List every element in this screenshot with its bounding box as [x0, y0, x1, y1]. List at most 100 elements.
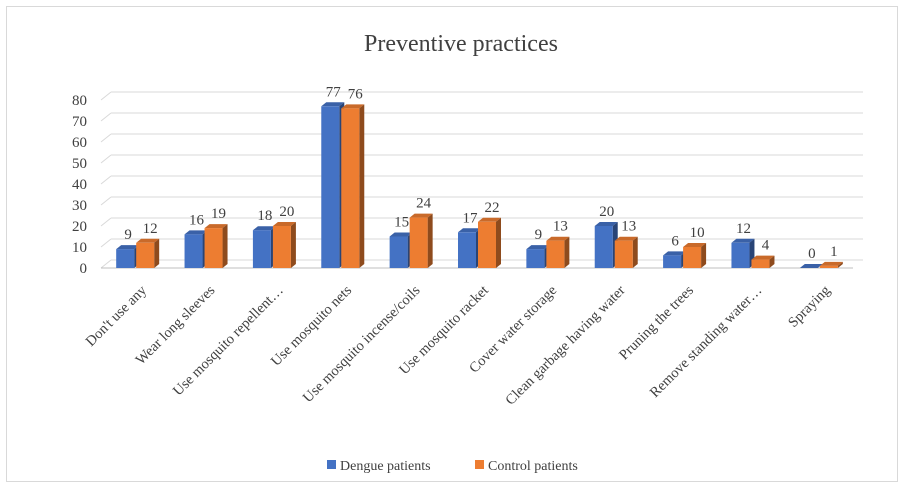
bar-top — [663, 251, 687, 256]
grid-line-side — [100, 133, 112, 143]
grid-line-side — [100, 238, 112, 248]
bar — [751, 259, 770, 268]
bar-top — [252, 226, 276, 231]
bar-side — [564, 236, 570, 268]
bar — [819, 265, 838, 268]
bars — [116, 102, 843, 269]
bar-top — [819, 261, 843, 266]
grid-line-side — [100, 175, 112, 185]
bar-side — [359, 104, 365, 269]
bar-top — [478, 217, 501, 222]
bar — [341, 108, 360, 269]
bar-top — [341, 104, 365, 109]
bar-side — [632, 236, 638, 268]
y-tick-label: 60 — [72, 135, 87, 151]
bar-top — [116, 245, 140, 250]
bar — [663, 255, 682, 268]
legend-swatch — [327, 460, 336, 469]
data-label: 13 — [553, 219, 568, 235]
bar — [683, 247, 702, 268]
x-tick-label: Spraying — [785, 283, 833, 331]
x-tick-label: Don't use any — [83, 282, 151, 350]
bar — [526, 249, 545, 268]
y-tick-label: 80 — [72, 93, 87, 109]
bar-top — [409, 213, 433, 218]
bar-top — [546, 236, 570, 241]
x-tick-label: Clean garbage having water — [503, 282, 629, 408]
bar-top — [184, 230, 208, 235]
data-label: 1 — [830, 244, 838, 260]
bar — [478, 221, 496, 268]
bar-side — [837, 261, 843, 268]
data-label: 10 — [690, 225, 705, 241]
bar-top — [731, 238, 755, 243]
y-tick-label: 40 — [72, 177, 87, 193]
x-tick-label: Use mosquito incense/coils — [300, 282, 424, 406]
bar — [204, 228, 223, 268]
y-tick-label: 50 — [72, 156, 87, 172]
bar-side — [427, 213, 433, 268]
chart-title: Preventive practices — [364, 31, 558, 57]
bar — [272, 226, 291, 268]
bar — [458, 232, 476, 268]
bar-top — [136, 238, 160, 243]
data-label: 9 — [124, 227, 132, 243]
data-label: 12 — [143, 221, 158, 237]
bar-top — [751, 255, 775, 260]
legend-label: Dengue patients — [340, 459, 431, 474]
grid-line-side — [100, 154, 112, 164]
bar — [389, 236, 408, 268]
y-tick-label: 30 — [72, 198, 87, 214]
x-tick-label: Remove standing water… — [647, 283, 765, 401]
bar — [252, 230, 271, 268]
bar-side — [701, 243, 707, 268]
legend: Dengue patients Control patients — [327, 459, 578, 474]
chart-frame: Preventive practices 0 10 20 30 40 50 60 70 80 9… — [6, 6, 898, 482]
data-label: 13 — [621, 219, 636, 235]
grid-line-side — [100, 112, 112, 122]
bar — [614, 240, 633, 268]
data-label: 15 — [394, 215, 409, 231]
data-label: 17 — [463, 210, 479, 226]
bar — [546, 240, 565, 268]
y-tick-label: 0 — [80, 261, 88, 277]
bar-top — [683, 243, 707, 247]
data-label: 22 — [485, 200, 500, 216]
data-label: 12 — [736, 221, 751, 237]
grid-line-side — [100, 196, 112, 206]
bar-top — [799, 264, 823, 268]
bar-top — [389, 232, 413, 237]
y-tick-label: 20 — [72, 219, 87, 235]
data-label: 20 — [279, 204, 294, 220]
bar-top — [458, 228, 481, 233]
bar-top — [614, 236, 638, 241]
bar-top — [272, 222, 296, 226]
bar-side — [222, 224, 228, 268]
data-label: 24 — [416, 196, 432, 212]
y-tick-label: 70 — [72, 114, 87, 130]
bar-side — [496, 217, 501, 268]
bar — [321, 106, 340, 268]
bar-top — [204, 224, 228, 229]
bar-side — [154, 238, 160, 268]
bar — [594, 226, 613, 268]
grid-line-side — [100, 217, 112, 227]
bar-side — [769, 255, 775, 268]
data-label: 9 — [535, 227, 543, 243]
bar — [136, 242, 155, 268]
data-label: 19 — [211, 206, 226, 222]
bar — [116, 249, 135, 268]
data-label: 4 — [762, 238, 770, 254]
bar-top — [321, 102, 345, 107]
y-tick-label: 10 — [72, 240, 87, 256]
bar — [731, 242, 750, 268]
bar — [184, 234, 203, 268]
data-label: 77 — [326, 84, 342, 100]
data-label: 16 — [189, 212, 205, 228]
bar-top — [594, 222, 618, 226]
legend-label: Control patients — [488, 459, 578, 474]
data-label: 18 — [257, 208, 272, 224]
data-labels: 9 12 16 19 18 20 77 76 15 24 17 22 9 13 20 13 6 10 12 4 0 1 — [124, 84, 837, 262]
grid-line-side — [100, 259, 112, 269]
